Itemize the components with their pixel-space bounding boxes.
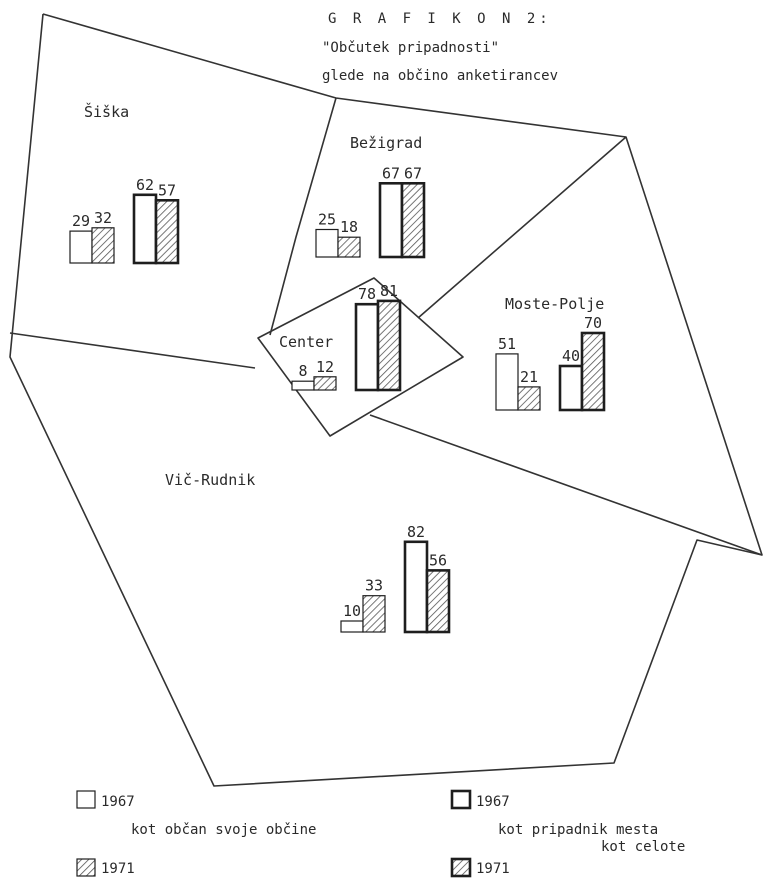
bar-bezigrad-city-1971 bbox=[400, 182, 426, 259]
boundary-line bbox=[417, 136, 627, 319]
bar-center-citizen-1971-label: 12 bbox=[316, 358, 334, 376]
bar-center-citizen-1971 bbox=[313, 376, 337, 391]
boundary-line bbox=[9, 332, 256, 369]
legend-swatch-1971-city bbox=[450, 857, 472, 878]
bar-siska-citizen-1971-label: 32 bbox=[94, 209, 112, 227]
bar-center-city-1967 bbox=[354, 302, 380, 392]
bar-vic-rudnik-citizen-1971-label: 33 bbox=[365, 577, 383, 595]
bar-center-city-1967-label: 78 bbox=[358, 285, 376, 303]
bar-siska-city-1967-label: 62 bbox=[136, 176, 154, 194]
bar-siska-citizen-1971 bbox=[91, 227, 115, 264]
bar-siska-city-1967 bbox=[132, 193, 158, 265]
legend-group-city-line2: kot celote bbox=[601, 839, 685, 855]
legend-swatch-1967-city bbox=[450, 789, 472, 810]
boundary-line bbox=[369, 414, 763, 556]
bar-vic-rudnik-city-1967-label: 82 bbox=[407, 523, 425, 541]
region-label-center: Center bbox=[279, 333, 333, 351]
legend: 1967 kot občan svoje občine 1971 1967 ko… bbox=[76, 789, 685, 878]
bar-vic-rudnik-city-1971 bbox=[425, 569, 451, 634]
bar-moste-polje-citizen-1971 bbox=[517, 386, 541, 411]
region-label-siska: Šiška bbox=[84, 102, 129, 121]
legend-label-1967-citizen: 1967 bbox=[101, 794, 135, 810]
boundary-line bbox=[9, 13, 763, 787]
legend-group-citizen: kot občan svoje občine bbox=[131, 822, 316, 838]
bar-moste-polje-citizen-1967 bbox=[495, 353, 519, 411]
bar-vic-rudnik-city-1967 bbox=[403, 540, 429, 634]
bar-vic-rudnik-citizen-1967-label: 10 bbox=[343, 602, 361, 620]
bar-bezigrad-citizen-1971-label: 18 bbox=[340, 218, 358, 236]
bar-bezigrad-citizen-1971 bbox=[337, 236, 361, 258]
bar-bezigrad-city-1971-label: 67 bbox=[404, 164, 422, 182]
bar-moste-polje-city-1971 bbox=[580, 331, 606, 412]
bar-bezigrad-city-1967-label: 67 bbox=[382, 164, 400, 182]
boundary-line bbox=[269, 97, 337, 336]
center-label-backing bbox=[277, 332, 341, 351]
bar-siska-city-1971-label: 57 bbox=[158, 181, 176, 199]
map-boundaries bbox=[9, 13, 763, 787]
bar-bezigrad-citizen-1967 bbox=[315, 228, 339, 258]
bar-bezigrad-citizen-1967-label: 25 bbox=[318, 211, 336, 229]
chart-subtitle-line1: "Občutek pripadnosti" bbox=[322, 40, 499, 56]
bar-moste-polje-city-1967 bbox=[558, 364, 584, 412]
bar-moste-polje-city-1971-label: 70 bbox=[584, 314, 602, 332]
legend-label-1971-citizen: 1971 bbox=[101, 861, 135, 877]
chart-title: G R A F I K O N 2: bbox=[328, 11, 552, 27]
bar-moste-polje-city-1967-label: 40 bbox=[562, 347, 580, 365]
bar-center-citizen-1967 bbox=[291, 380, 315, 391]
bar-moste-polje-citizen-1967-label: 51 bbox=[498, 335, 516, 353]
legend-label-1967-city: 1967 bbox=[476, 794, 510, 810]
chart-subtitle-line2: glede na občino anketirancev bbox=[322, 68, 558, 84]
legend-swatch-1967-citizen bbox=[76, 790, 96, 809]
bar-siska-citizen-1967 bbox=[69, 230, 93, 264]
bar-center-city-1971-label: 81 bbox=[380, 282, 398, 300]
region-label-bezigrad: Bežigrad bbox=[350, 134, 422, 152]
bar-center-citizen-1967-label: 8 bbox=[298, 362, 307, 380]
legend-swatch-1971-citizen bbox=[76, 858, 96, 877]
bar-siska-city-1971 bbox=[154, 199, 180, 265]
bar-moste-polje-citizen-1971-label: 21 bbox=[520, 368, 538, 386]
bar-vic-rudnik-citizen-1971 bbox=[362, 595, 386, 633]
bar-vic-rudnik-city-1971-label: 56 bbox=[429, 551, 447, 569]
region-label-vic-rudnik: Vič-Rudnik bbox=[165, 471, 255, 489]
bar-vic-rudnik-citizen-1967 bbox=[340, 620, 364, 633]
bar-center-city-1971 bbox=[376, 299, 402, 392]
bar-siska-citizen-1967-label: 29 bbox=[72, 212, 90, 230]
bar-bezigrad-city-1967 bbox=[378, 182, 404, 259]
legend-label-1971-city: 1971 bbox=[476, 861, 510, 877]
boundary-center bbox=[257, 277, 464, 437]
legend-group-city-line1: kot pripadnik mesta bbox=[498, 822, 658, 838]
region-label-moste-polje: Moste-Polje bbox=[505, 295, 604, 313]
